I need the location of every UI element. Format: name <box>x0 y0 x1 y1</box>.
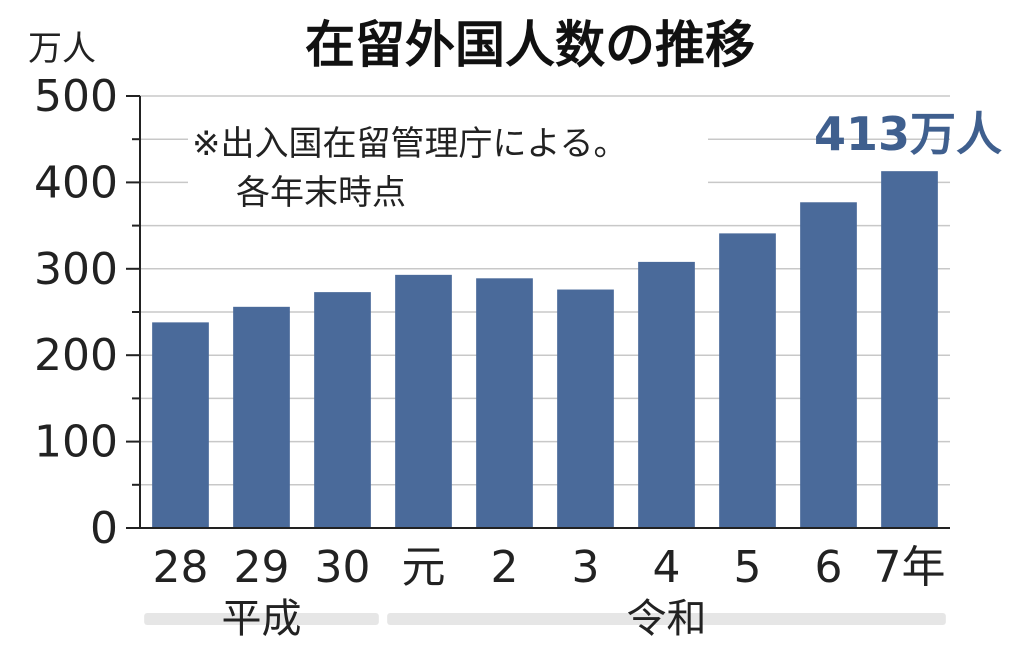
note-line-1: ※出入国在留管理庁による。 <box>192 124 627 164</box>
bar <box>638 261 695 528</box>
bar <box>314 292 371 528</box>
bar <box>719 233 776 528</box>
bar <box>152 322 209 528</box>
y-tick-label: 300 <box>34 244 118 295</box>
bar <box>800 202 857 528</box>
y-tick-label: 200 <box>34 330 118 381</box>
y-tick-label: 500 <box>34 71 118 122</box>
x-tick-label: 7年 <box>874 542 946 593</box>
x-tick-labels: 28 29 30 元 2 3 4 5 6 7年 <box>153 542 946 593</box>
y-tick-labels: 0 100 200 300 400 500 <box>34 71 118 554</box>
era-band <box>387 613 946 625</box>
x-tick-label: 元 <box>402 542 446 593</box>
note-line-2: 各年末時点 <box>236 173 406 213</box>
era-labels: 平成 令和 <box>222 596 707 642</box>
chart-title: 在留外国人数の推移 <box>305 16 755 74</box>
latest-value-callout: 413万人 <box>814 107 1002 161</box>
x-tick-label: 5 <box>734 542 762 593</box>
x-tick-label: 29 <box>234 542 290 593</box>
bar <box>881 171 938 528</box>
era-bands <box>144 613 946 625</box>
axes <box>126 95 950 529</box>
x-tick-label: 3 <box>572 542 600 593</box>
bars <box>152 171 938 528</box>
era-label: 平成 <box>222 596 302 642</box>
x-tick-label: 30 <box>315 542 371 593</box>
bar <box>395 274 452 528</box>
bar <box>476 278 533 528</box>
y-axis-unit-label: 万人 <box>28 29 96 69</box>
bar <box>557 289 614 528</box>
bar <box>233 306 290 528</box>
note-background <box>188 116 708 221</box>
era-label: 令和 <box>627 596 707 642</box>
era-band <box>144 613 379 625</box>
y-tick-label: 100 <box>34 417 118 468</box>
x-tick-label: 6 <box>815 542 843 593</box>
x-tick-label: 28 <box>153 542 209 593</box>
x-tick-label: 2 <box>491 542 519 593</box>
x-tick-label: 4 <box>653 542 681 593</box>
y-tick-label: 400 <box>34 157 118 208</box>
y-tick-label: 0 <box>90 503 118 554</box>
source-note: ※出入国在留管理庁による。 各年末時点 <box>188 116 708 221</box>
